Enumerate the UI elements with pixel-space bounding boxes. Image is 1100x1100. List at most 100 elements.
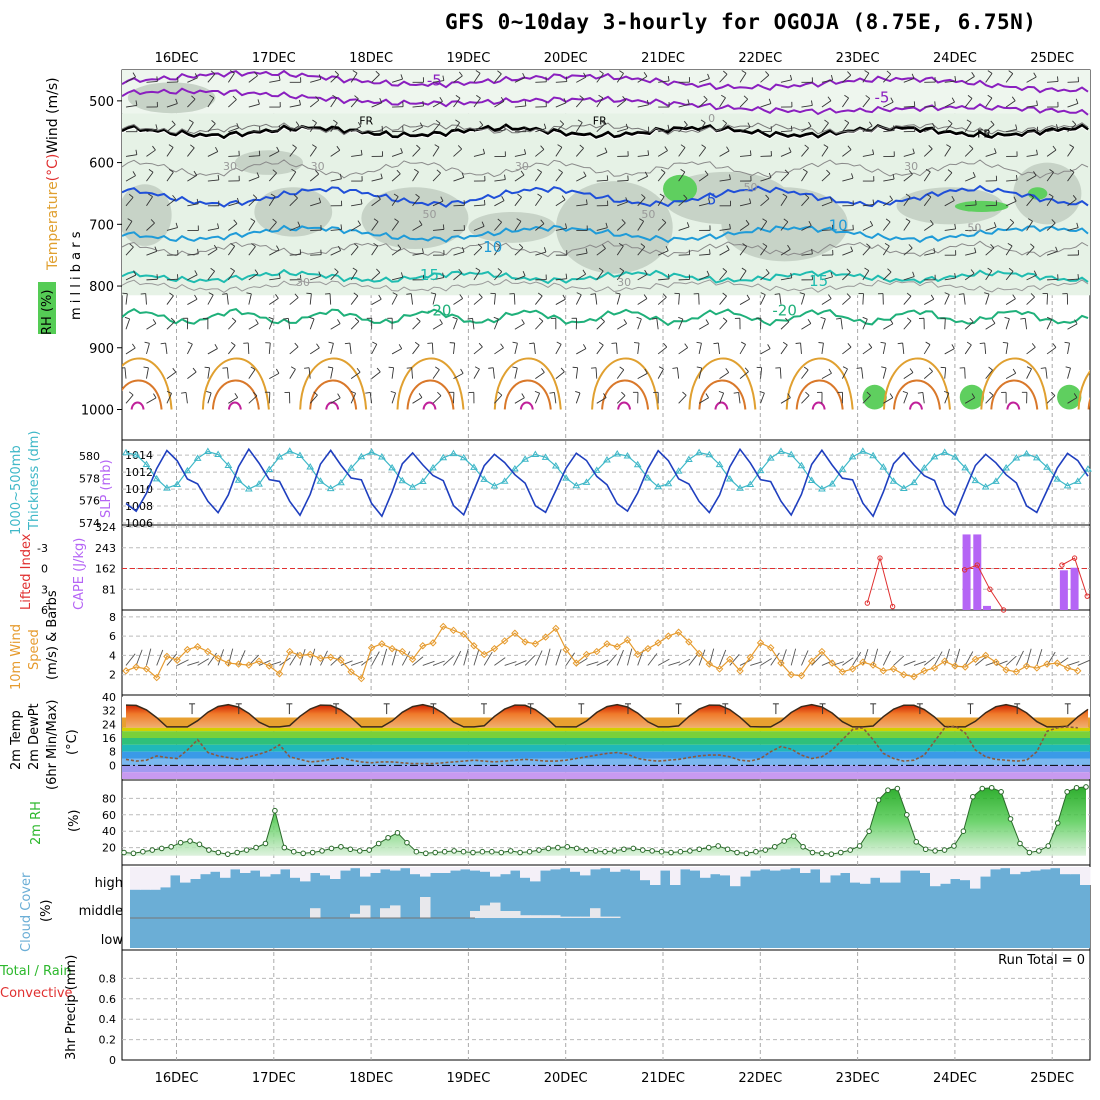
wind-barb xyxy=(616,99,627,108)
wind-barb xyxy=(391,152,403,157)
wind-barb xyxy=(657,150,668,157)
thickness-marker xyxy=(459,453,468,461)
wind-barb xyxy=(410,293,414,305)
wind-barb xyxy=(922,392,925,404)
cloud-high-bar xyxy=(390,867,401,871)
wind-barb-flag xyxy=(925,341,931,345)
wind-barb xyxy=(821,229,833,231)
surface-wind-barb xyxy=(494,657,506,666)
wind-barb xyxy=(494,245,501,256)
cloud-high-bar xyxy=(530,867,541,882)
wind-barb xyxy=(903,247,913,256)
wind-barb xyxy=(1046,128,1058,133)
wind-barb-flag xyxy=(518,243,524,248)
wind-barb xyxy=(226,293,229,305)
wind-barb xyxy=(309,293,312,305)
rh-marker xyxy=(998,789,1004,795)
wind-barb xyxy=(289,253,301,256)
wind-barb xyxy=(780,321,790,330)
wind-barb xyxy=(432,395,442,404)
cloud-high-bar xyxy=(1010,867,1021,875)
wind-barb xyxy=(985,270,993,281)
wind-barb xyxy=(555,81,567,83)
wind-barb-flag xyxy=(150,219,155,224)
wind-barb xyxy=(412,171,419,182)
wind-barb xyxy=(719,320,728,330)
wind-barb xyxy=(187,371,197,379)
wind-barb-flag xyxy=(722,292,727,297)
wind-barb xyxy=(842,296,851,305)
wind-barb-flag xyxy=(1011,96,1016,102)
wind-barb xyxy=(1046,293,1049,305)
isotherm-plus35-arc xyxy=(811,401,826,410)
wind-barb-flag xyxy=(598,341,604,346)
wind-barb xyxy=(698,343,702,355)
wind-barb-flag xyxy=(718,390,724,394)
wind-barb xyxy=(351,203,363,207)
wind-barb xyxy=(535,128,547,133)
rh-contour-label: 50 xyxy=(744,181,758,194)
wind-barb-flag xyxy=(722,317,728,322)
isotherm-plus35-arc xyxy=(1006,401,1021,410)
thickness-marker xyxy=(531,450,540,457)
wind-barb xyxy=(596,151,608,157)
cape-tick-label: 243 xyxy=(95,542,116,555)
wind-barb-flag xyxy=(886,70,892,75)
wind-barb-flag xyxy=(598,267,604,272)
wind-barb-flag xyxy=(543,123,547,129)
wind-barb xyxy=(596,344,604,355)
wind-barb xyxy=(187,77,198,83)
wind-barb xyxy=(187,298,198,305)
rh-contour-thin xyxy=(122,240,1089,258)
wind-barb xyxy=(637,104,649,108)
surface-wind-barb xyxy=(934,651,943,666)
wind-barb xyxy=(453,318,458,330)
wind-barb-flag xyxy=(268,316,274,320)
wind-barb-flag xyxy=(665,245,669,251)
wind-barb xyxy=(330,97,338,108)
cape-bar xyxy=(983,605,992,610)
wind-barb xyxy=(780,130,792,133)
isotherm-label: -20 xyxy=(427,302,452,320)
wind-barb-flag xyxy=(338,245,342,251)
rh-contour-label: 50 xyxy=(641,208,655,221)
wind-barb xyxy=(595,367,598,379)
wind-barb-flag xyxy=(132,343,136,349)
wind-barb-flag xyxy=(278,273,281,279)
cloud-high-bar xyxy=(170,867,181,876)
cloud-high-bar xyxy=(850,867,861,883)
wind-barb-flag xyxy=(390,391,396,394)
temp-color-band xyxy=(122,772,1090,779)
rh-marker xyxy=(130,850,137,857)
wind-barb-flag xyxy=(500,343,504,349)
thickness-marker xyxy=(940,448,949,455)
wind-speed-marker xyxy=(695,649,703,658)
rh-marker xyxy=(866,828,872,835)
wind-barb-flag xyxy=(475,267,481,272)
cloud-high-bar xyxy=(260,867,271,877)
wind-barb-flag xyxy=(318,197,322,203)
wind-speed-marker xyxy=(1074,667,1082,675)
thickness-marker xyxy=(858,447,867,454)
surface-wind-barb xyxy=(790,648,797,666)
wind-barb xyxy=(616,395,626,404)
wind-barb xyxy=(740,154,752,157)
wind-barb-flag xyxy=(521,319,525,324)
wind-barb xyxy=(391,248,402,256)
wind-barb-flag xyxy=(680,144,686,148)
thickness-marker xyxy=(255,480,263,487)
wind-barb-flag xyxy=(497,70,502,75)
cloud-high-bar xyxy=(480,867,491,872)
cloud-high-bar xyxy=(910,867,921,871)
wind-barb xyxy=(842,97,849,108)
temp-axis-label-2: 2m DewPt xyxy=(27,703,42,770)
cloud-high-bar xyxy=(980,867,991,877)
surface-wind-barb xyxy=(422,660,435,666)
wind-barb-flag xyxy=(196,198,199,204)
thickness-tick-label: 580 xyxy=(79,450,100,463)
rh-marker xyxy=(470,849,476,856)
wind-barb xyxy=(985,152,997,157)
wind-barb xyxy=(513,293,516,305)
wind-barb xyxy=(187,122,194,132)
wind-barb xyxy=(575,294,582,305)
